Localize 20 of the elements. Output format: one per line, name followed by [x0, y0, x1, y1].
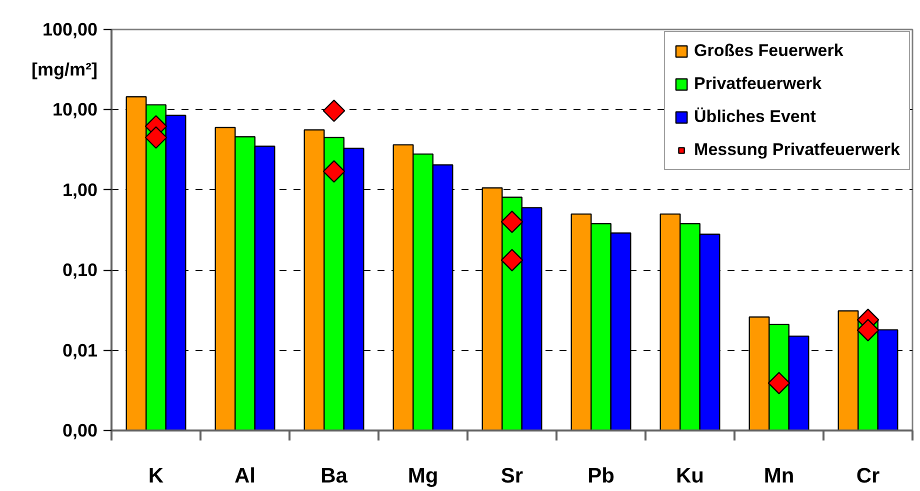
x-tick-label: Al [234, 464, 256, 488]
y-tick-label: 10,00 [52, 100, 98, 120]
y-tick-label: 0,01 [62, 340, 98, 360]
legend-label: Messung Privatfeuerwerk [694, 140, 900, 160]
x-tick-label: Pb [588, 464, 614, 488]
x-tick-label: Mn [764, 464, 794, 488]
legend-label: Übliches Event [694, 107, 816, 127]
x-tick-label: Ku [676, 464, 704, 488]
x-tick-label: Sr [500, 464, 524, 488]
x-tick-label: Mg [408, 464, 438, 488]
legend-label: Privatfeuerwerk [694, 74, 822, 94]
y-axis-title: [mg/m²] [32, 60, 98, 80]
y-tick-label: 0,00 [62, 420, 98, 440]
x-tick-label: Cr [856, 464, 880, 488]
y-tick-label: 100,00 [42, 20, 98, 40]
y-tick-label: 1,00 [62, 180, 98, 200]
x-tick-label: Ba [320, 464, 348, 488]
y-tick-label: 0,10 [62, 260, 98, 280]
x-tick-label: K [148, 464, 164, 488]
legend-label: Großes Feuerwerk [694, 41, 844, 61]
